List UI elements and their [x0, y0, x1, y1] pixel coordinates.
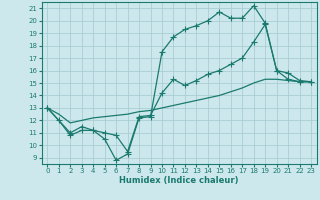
X-axis label: Humidex (Indice chaleur): Humidex (Indice chaleur)	[119, 176, 239, 185]
